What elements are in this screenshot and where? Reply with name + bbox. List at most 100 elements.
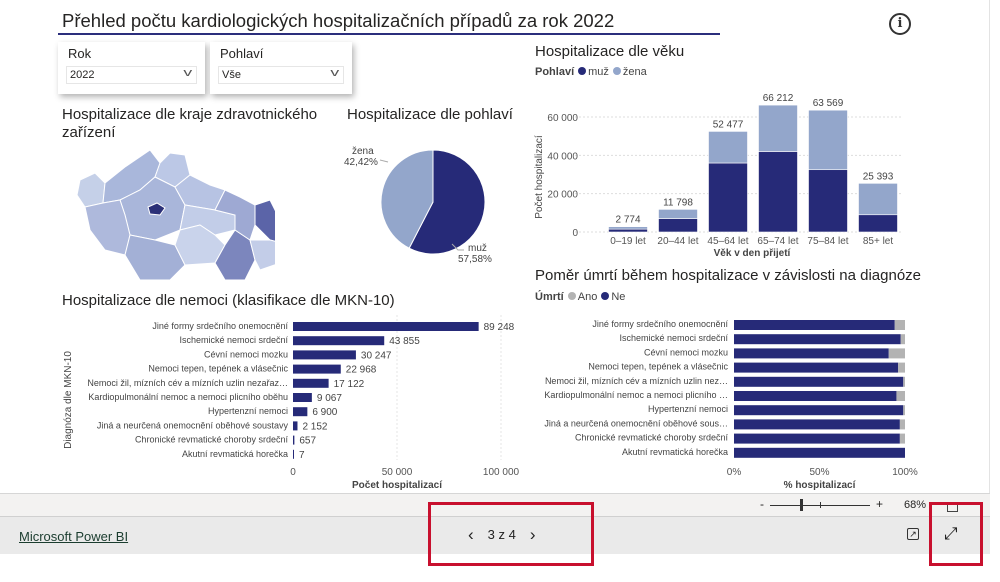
region-jihocesky xyxy=(124,234,186,281)
zoom-slider-tick xyxy=(820,502,821,508)
category-label: Nemoci žil, mízních cév a mízních uzlin … xyxy=(545,376,728,386)
legend-ano[interactable]: Ano xyxy=(577,291,598,303)
bar-Ne[interactable] xyxy=(734,419,900,430)
x-tick-label: 20–44 let xyxy=(657,236,698,247)
value-label: 6 900 xyxy=(312,407,337,418)
value-label: 22 968 xyxy=(346,365,377,376)
x-tick-label: 100% xyxy=(892,467,918,478)
category-label: Akutní revmatická horečka xyxy=(182,449,288,459)
zoom-out-button[interactable]: - xyxy=(760,497,764,511)
legend-dot-muz xyxy=(578,67,587,75)
x-tick-label: 0–19 let xyxy=(610,236,646,247)
legend-ne[interactable]: Ne xyxy=(611,291,626,303)
value-label: 7 xyxy=(299,450,305,461)
category-label: Cévní nemoci mozku xyxy=(204,349,288,359)
bar-Ne[interactable] xyxy=(734,348,889,359)
death-ratio-chart[interactable]: 0% 50% 100% Jiné formy srdečního onemocnění… xyxy=(530,310,930,495)
zoom-toolbar: - + 68% xyxy=(0,493,990,517)
page-navigator: ‹ 3 z 4 › xyxy=(468,525,536,544)
bar[interactable] xyxy=(293,350,356,360)
total-label: 52 477 xyxy=(713,119,744,130)
x-tick-label: 65–74 let xyxy=(757,236,798,247)
gender-dropdown[interactable]: Vše v xyxy=(218,66,344,84)
power-bi-link[interactable]: Microsoft Power BI xyxy=(19,529,129,544)
bar[interactable] xyxy=(293,449,294,459)
zoom-slider-thumb[interactable] xyxy=(800,499,803,511)
bar-Ne[interactable] xyxy=(734,433,900,444)
bar[interactable] xyxy=(293,378,329,388)
category-label: Ischemické nemoci srdeční xyxy=(179,335,288,345)
region-map[interactable] xyxy=(75,145,275,285)
bar-Ano[interactable] xyxy=(896,391,905,401)
bar[interactable] xyxy=(293,364,341,374)
bar-Ne[interactable] xyxy=(734,320,895,330)
zoom-in-button[interactable]: + xyxy=(876,497,884,511)
bar-muž[interactable] xyxy=(658,218,698,233)
bar-Ano[interactable] xyxy=(903,376,905,387)
fullscreen-icon[interactable]: ⤢ xyxy=(944,524,958,543)
bar[interactable] xyxy=(293,421,298,431)
bar-Ano[interactable] xyxy=(900,334,905,345)
category-label: Chronické revmatické choroby srdeční xyxy=(575,433,729,443)
bar-žena[interactable] xyxy=(808,109,848,171)
age-bar-chart[interactable]: 0 20 000 40 000 60 000 2 774 0–19 let 11 798 20… xyxy=(530,80,910,265)
bar-muž[interactable] xyxy=(758,151,798,233)
category-label: Ischemické nemoci srdeční xyxy=(619,333,728,343)
bar-Ano[interactable] xyxy=(899,433,905,444)
region-plzensky xyxy=(84,199,131,256)
bar-Ne[interactable] xyxy=(734,376,904,387)
bar-Ano[interactable] xyxy=(899,419,905,430)
bar-Ne[interactable] xyxy=(734,405,904,416)
category-label: Jiná a neurčená onemocnění oběhové soust… xyxy=(97,420,289,430)
bar-Ne[interactable] xyxy=(734,362,899,373)
map-title: Hospitalizace dle kraje zdravotnického z… xyxy=(62,106,318,141)
region-karlovarsky xyxy=(76,172,106,208)
next-page-button[interactable]: › xyxy=(529,525,536,544)
bar-žena[interactable] xyxy=(708,131,748,164)
bar-žena[interactable] xyxy=(858,183,898,216)
year-dropdown[interactable]: 2022 v xyxy=(66,66,197,84)
death-chart-title: Poměr úmrtí během hospitalizace v závisl… xyxy=(535,267,922,284)
gender-pie-chart[interactable]: žena 42,42% muž 57,58% xyxy=(340,140,520,270)
bar[interactable] xyxy=(293,322,479,331)
bar[interactable] xyxy=(293,407,308,417)
bar-muž[interactable] xyxy=(808,169,848,233)
x-tick-label: 100 000 xyxy=(483,467,520,478)
y-tick-label: 0 xyxy=(572,228,578,239)
total-label: 11 798 xyxy=(663,197,693,208)
info-icon[interactable]: i xyxy=(889,13,911,35)
bar-Ano[interactable] xyxy=(888,348,905,359)
bar[interactable] xyxy=(293,393,312,402)
bar-Ano[interactable] xyxy=(903,405,905,416)
bar-žena[interactable] xyxy=(608,226,648,230)
bar-žena[interactable] xyxy=(658,209,698,219)
total-label: 25 393 xyxy=(863,171,894,182)
legend-zena[interactable]: žena xyxy=(622,66,647,78)
bar-žena[interactable] xyxy=(758,104,798,152)
bar-Ne[interactable] xyxy=(734,447,905,458)
zoom-level: 68% xyxy=(904,499,927,511)
bar[interactable] xyxy=(293,336,385,346)
share-icon[interactable]: ↗ xyxy=(907,528,919,540)
report-title: Přehled počtu kardiologických hospitaliz… xyxy=(62,10,615,31)
disease-bar-chart[interactable]: 0 50 000 100 000 Jiné formy srdečního onemo… xyxy=(55,310,535,495)
slicer-gender: Pohlaví Vše v xyxy=(210,42,352,94)
bar-muž[interactable] xyxy=(708,162,748,233)
bar-muž[interactable] xyxy=(608,228,648,233)
bar[interactable] xyxy=(293,435,295,445)
x-axis-title: Počet hospitalizací xyxy=(352,480,443,491)
region-praha xyxy=(147,202,166,216)
bar-Ano[interactable] xyxy=(894,320,905,330)
bar-Ne[interactable] xyxy=(734,391,897,401)
gender-value: Vše xyxy=(222,69,241,81)
prev-page-button[interactable]: ‹ xyxy=(468,525,474,544)
category-label: Akutní revmatická horečka xyxy=(622,447,728,457)
footer-bar xyxy=(0,517,990,554)
bar-muž[interactable] xyxy=(858,214,898,233)
y-tick-label: 60 000 xyxy=(547,113,578,124)
pie-pct-muz: 57,58% xyxy=(458,254,492,265)
legend-muz[interactable]: muž xyxy=(588,66,609,78)
bar-Ne[interactable] xyxy=(734,334,901,345)
bar-Ano[interactable] xyxy=(898,362,905,373)
region-zlinsky xyxy=(249,239,275,271)
